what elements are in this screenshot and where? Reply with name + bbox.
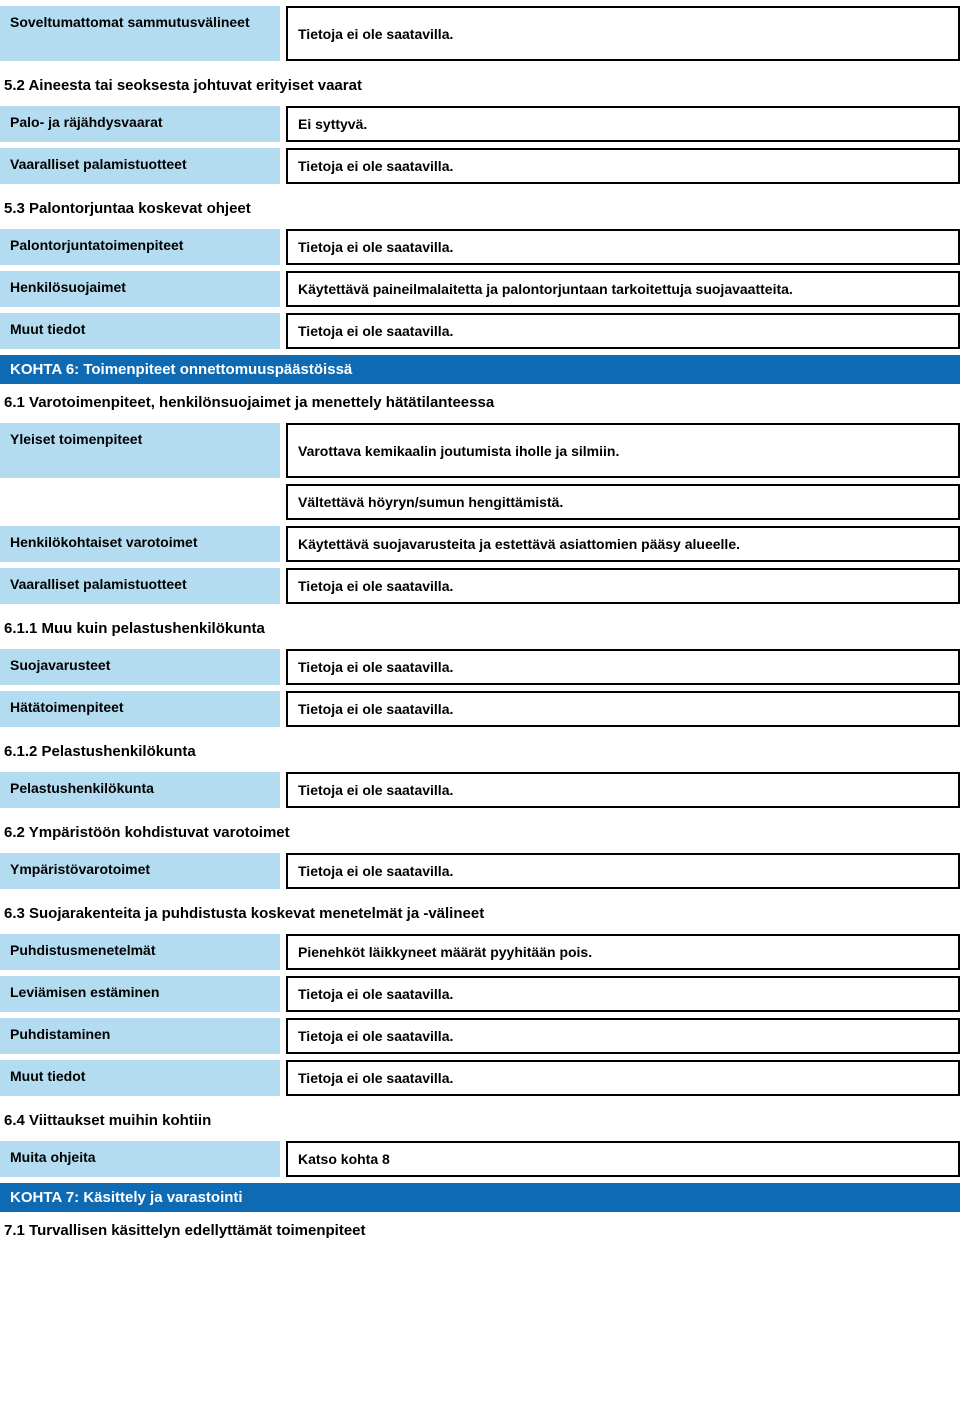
kohta-6-header: KOHTA 6: Toimenpiteet onnettomuuspäästöi… bbox=[0, 355, 960, 384]
label: Puhdistaminen bbox=[0, 1018, 280, 1054]
value: Vältettävä höyryn/sumun hengittämistä. bbox=[286, 484, 960, 520]
label: Hätätoimenpiteet bbox=[0, 691, 280, 727]
value: Pienehköt läikkyneet määrät pyyhitään po… bbox=[286, 934, 960, 970]
row-muut-tiedot-2: Muut tiedot Tietoja ei ole saatavilla. bbox=[0, 1060, 960, 1096]
value: Tietoja ei ole saatavilla. bbox=[286, 772, 960, 808]
row-vaaralliset-palamistuotteet: Vaaralliset palamistuotteet Tietoja ei o… bbox=[0, 148, 960, 184]
row-muut-tiedot-1: Muut tiedot Tietoja ei ole saatavilla. bbox=[0, 313, 960, 349]
value: Käytettävä paineilmalaitetta ja palontor… bbox=[286, 271, 960, 307]
label: Henkilökohtaiset varotoimet bbox=[0, 526, 280, 562]
value: Tietoja ei ole saatavilla. bbox=[286, 148, 960, 184]
row-leviamisen-estaminen: Leviämisen estäminen Tietoja ei ole saat… bbox=[0, 976, 960, 1012]
row-soveltumattomat: Soveltumattomat sammutusvälineet Tietoja… bbox=[0, 6, 960, 61]
row-palo-rajahdys: Palo- ja räjähdysvaarat Ei syttyvä. bbox=[0, 106, 960, 142]
row-yleiset-toimenpiteet-extra: Vältettävä höyryn/sumun hengittämistä. bbox=[0, 484, 960, 520]
heading-6-1: 6.1 Varotoimenpiteet, henkilönsuojaimet … bbox=[0, 384, 960, 417]
value: Ei syttyvä. bbox=[286, 106, 960, 142]
value: Tietoja ei ole saatavilla. bbox=[286, 229, 960, 265]
value: Tietoja ei ole saatavilla. bbox=[286, 976, 960, 1012]
row-hatatoimenpiteet: Hätätoimenpiteet Tietoja ei ole saatavil… bbox=[0, 691, 960, 727]
heading-6-3: 6.3 Suojarakenteita ja puhdistusta koske… bbox=[0, 895, 960, 928]
row-ymparistovarotoimet: Ympäristövarotoimet Tietoja ei ole saata… bbox=[0, 853, 960, 889]
label: Muita ohjeita bbox=[0, 1141, 280, 1177]
spacer bbox=[0, 484, 280, 520]
heading-7-1: 7.1 Turvallisen käsittelyn edellyttämät … bbox=[0, 1212, 960, 1245]
row-pelastushenkilokunta: Pelastushenkilökunta Tietoja ei ole saat… bbox=[0, 772, 960, 808]
row-yleiset-toimenpiteet: Yleiset toimenpiteet Varottava kemikaali… bbox=[0, 423, 960, 478]
heading-5-3: 5.3 Palontorjuntaa koskevat ohjeet bbox=[0, 190, 960, 223]
label: Vaaralliset palamistuotteet bbox=[0, 568, 280, 604]
value: Tietoja ei ole saatavilla. bbox=[286, 6, 960, 61]
row-henkilokohtaiset-varotoimet: Henkilökohtaiset varotoimet Käytettävä s… bbox=[0, 526, 960, 562]
heading-6-2: 6.2 Ympäristöön kohdistuvat varotoimet bbox=[0, 814, 960, 847]
label: Soveltumattomat sammutusvälineet bbox=[0, 6, 280, 61]
label: Puhdistusmenetelmät bbox=[0, 934, 280, 970]
value: Tietoja ei ole saatavilla. bbox=[286, 649, 960, 685]
label: Ympäristövarotoimet bbox=[0, 853, 280, 889]
label: Vaaralliset palamistuotteet bbox=[0, 148, 280, 184]
label: Leviämisen estäminen bbox=[0, 976, 280, 1012]
heading-6-1-2: 6.1.2 Pelastushenkilökunta bbox=[0, 733, 960, 766]
label: Pelastushenkilökunta bbox=[0, 772, 280, 808]
value: Tietoja ei ole saatavilla. bbox=[286, 568, 960, 604]
row-palontorjuntatoimenpiteet: Palontorjuntatoimenpiteet Tietoja ei ole… bbox=[0, 229, 960, 265]
label: Palo- ja räjähdysvaarat bbox=[0, 106, 280, 142]
value: Tietoja ei ole saatavilla. bbox=[286, 1060, 960, 1096]
label: Henkilösuojaimet bbox=[0, 271, 280, 307]
row-suojavarusteet: Suojavarusteet Tietoja ei ole saatavilla… bbox=[0, 649, 960, 685]
label: Suojavarusteet bbox=[0, 649, 280, 685]
value: Käytettävä suojavarusteita ja estettävä … bbox=[286, 526, 960, 562]
heading-6-1-1: 6.1.1 Muu kuin pelastushenkilökunta bbox=[0, 610, 960, 643]
label: Yleiset toimenpiteet bbox=[0, 423, 280, 478]
value: Tietoja ei ole saatavilla. bbox=[286, 1018, 960, 1054]
kohta-7-header: KOHTA 7: Käsittely ja varastointi bbox=[0, 1183, 960, 1212]
label: Muut tiedot bbox=[0, 1060, 280, 1096]
value: Katso kohta 8 bbox=[286, 1141, 960, 1177]
row-henkilosuojaimet: Henkilösuojaimet Käytettävä paineilmalai… bbox=[0, 271, 960, 307]
row-puhdistaminen: Puhdistaminen Tietoja ei ole saatavilla. bbox=[0, 1018, 960, 1054]
label: Palontorjuntatoimenpiteet bbox=[0, 229, 280, 265]
value: Tietoja ei ole saatavilla. bbox=[286, 853, 960, 889]
row-vaaralliset-palamistuotteet-2: Vaaralliset palamistuotteet Tietoja ei o… bbox=[0, 568, 960, 604]
value: Tietoja ei ole saatavilla. bbox=[286, 313, 960, 349]
row-puhdistusmenetelmat: Puhdistusmenetelmät Pienehköt läikkyneet… bbox=[0, 934, 960, 970]
row-muita-ohjeita: Muita ohjeita Katso kohta 8 bbox=[0, 1141, 960, 1177]
heading-5-2: 5.2 Aineesta tai seoksesta johtuvat erit… bbox=[0, 67, 960, 100]
value: Tietoja ei ole saatavilla. bbox=[286, 691, 960, 727]
value: Varottava kemikaalin joutumista iholle j… bbox=[286, 423, 960, 478]
label: Muut tiedot bbox=[0, 313, 280, 349]
heading-6-4: 6.4 Viittaukset muihin kohtiin bbox=[0, 1102, 960, 1135]
